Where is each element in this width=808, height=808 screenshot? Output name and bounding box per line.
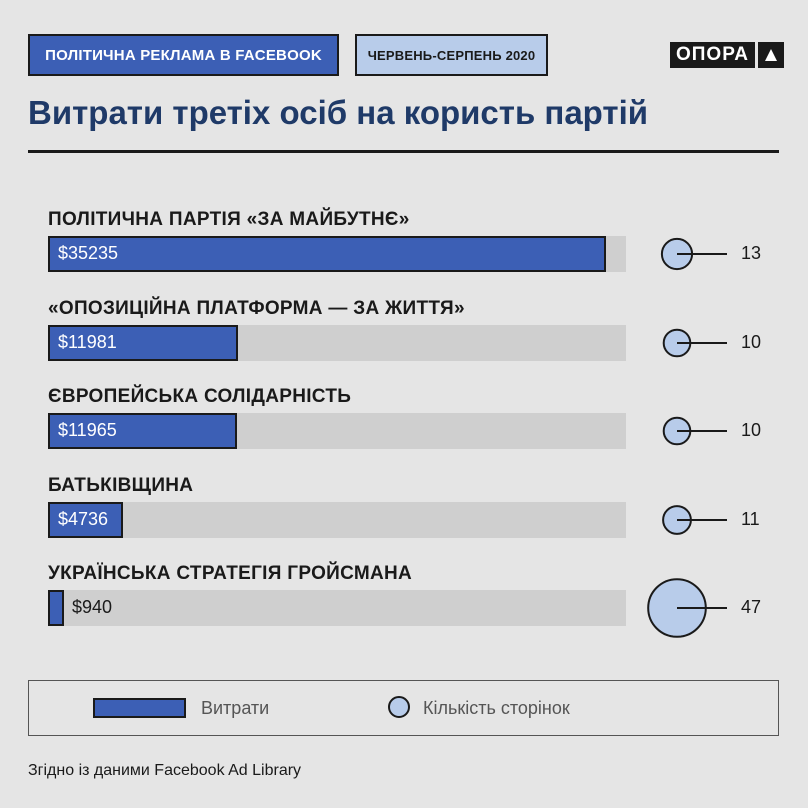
pages-value-label: 47 <box>741 597 762 617</box>
pages-value-label: 13 <box>741 243 762 263</box>
chart-row: ЄВРОПЕЙСЬКА СОЛІДАРНІСТЬ $11965 10 <box>0 386 808 456</box>
pages-marker <box>660 237 727 271</box>
chart-row: БАТЬКІВЩИНА $4736 11 <box>0 475 808 545</box>
chart-row: УКРАЇНСЬКА СТРАТЕГІЯ ГРОЙСМАНА $940 47 <box>0 563 808 638</box>
title-divider <box>28 150 779 153</box>
chart-row: ПОЛІТИЧНА ПАРТІЯ «ЗА МАЙБУТНЄ» $35235 13 <box>0 209 808 279</box>
legend: Витрати Кількість сторінок <box>28 680 779 736</box>
triangle-up-icon <box>757 42 784 68</box>
pages-marker <box>662 416 727 446</box>
legend-spend-label: Витрати <box>201 698 270 718</box>
spend-bar <box>48 325 238 361</box>
spend-value-label: $35235 <box>58 243 119 263</box>
category-label: БАТЬКІВЩИНА <box>48 475 194 496</box>
legend-pages-swatch <box>388 696 410 718</box>
pages-value-label: 11 <box>741 509 760 529</box>
spend-value-label: $11965 <box>58 420 117 440</box>
topic-tag: ПОЛІТИЧНА РЕКЛАМА В FACEBOOK <box>28 34 339 76</box>
category-label: «ОПОЗИЦІЙНА ПЛАТФОРМА — ЗА ЖИТТЯ» <box>48 298 465 319</box>
spend-value-label: $4736 <box>58 509 109 529</box>
opora-logo: ОПОРА <box>670 42 784 68</box>
pages-value-label: 10 <box>741 420 762 440</box>
pages-marker <box>662 328 727 358</box>
pages-marker <box>662 505 727 535</box>
legend-spend-swatch <box>93 698 186 718</box>
spend-bar <box>48 413 237 449</box>
logo-text: ОПОРА <box>670 42 755 68</box>
spend-value-label: $940 <box>72 597 113 617</box>
category-label: ПОЛІТИЧНА ПАРТІЯ «ЗА МАЙБУТНЄ» <box>48 209 410 230</box>
spend-bar <box>48 590 64 626</box>
category-label: УКРАЇНСЬКА СТРАТЕГІЯ ГРОЙСМАНА <box>48 563 413 584</box>
period-tag: ЧЕРВЕНЬ-СЕРПЕНЬ 2020 <box>355 34 548 76</box>
spend-bar <box>48 502 123 538</box>
legend-pages-label: Кількість сторінок <box>423 698 570 718</box>
chart-title: Витрати третіх осіб на користь партій <box>28 94 649 131</box>
spend-value-label: $11981 <box>58 332 117 352</box>
bar-track <box>48 502 626 538</box>
category-label: ЄВРОПЕЙСЬКА СОЛІДАРНІСТЬ <box>48 386 352 407</box>
source-note: Згідно із даними Facebook Ad Library <box>28 762 302 779</box>
spend-bar <box>48 236 606 272</box>
pages-marker <box>647 578 727 638</box>
bar-track <box>48 590 626 626</box>
chart-row: «ОПОЗИЦІЙНА ПЛАТФОРМА — ЗА ЖИТТЯ» $11981 1… <box>0 298 808 368</box>
pages-value-label: 10 <box>741 332 762 352</box>
